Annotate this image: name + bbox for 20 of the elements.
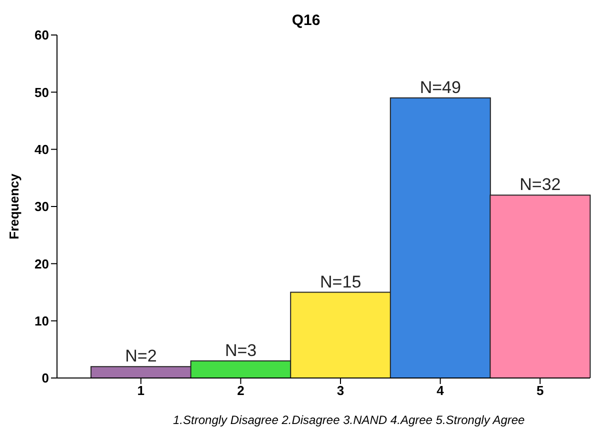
data-label: N=32: [520, 175, 561, 194]
chart-title: Q16: [290, 12, 322, 29]
x-tick-label: 4: [436, 383, 445, 398]
y-tick-label: 20: [34, 256, 49, 272]
y-tick-label: 40: [34, 142, 49, 157]
x-tick-label: 2: [237, 383, 244, 398]
data-label: N=3: [224, 340, 257, 360]
x-tick-label: 3: [336, 383, 344, 398]
data-label: N=2: [125, 346, 157, 366]
y-tick-label: 10: [34, 313, 49, 328]
y-tick-label: 30: [34, 199, 49, 214]
y-tick-label: 50: [34, 84, 49, 100]
text: 1.Strongly Disagree 2.Disagree 3.NAND 4.Agree 5.Strongly Agree: [173, 413, 525, 427]
y-tick-label: 60: [34, 28, 49, 43]
x-tick-label: 5: [536, 383, 544, 398]
y-tick-label: 0: [42, 370, 49, 386]
x-tick-label: 1: [137, 383, 145, 398]
data-label: N=49: [420, 78, 461, 97]
data-label: N=15: [320, 272, 362, 292]
y-axis-title: Frequency: [6, 172, 22, 240]
